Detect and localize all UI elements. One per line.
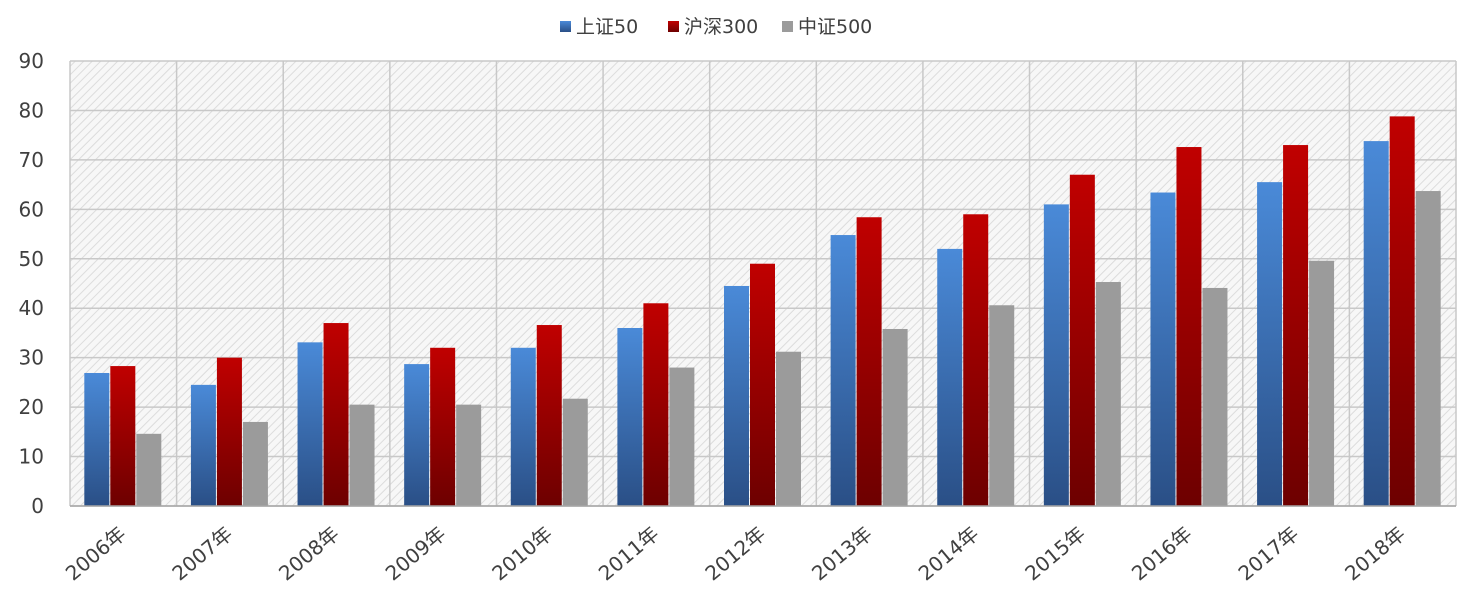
x-tick-label: 2006年 (61, 521, 131, 585)
bar-上证50-2010年 (510, 347, 536, 506)
bar-中证500-2013年 (882, 328, 908, 506)
bar-中证500-2006年 (136, 433, 162, 506)
bar-沪深300-2010年 (536, 325, 562, 506)
x-tick-label: 2012年 (700, 521, 770, 585)
x-tick-label: 2009年 (381, 521, 451, 585)
bar-中证500-2009年 (456, 404, 482, 506)
x-tick-label: 2018年 (1340, 521, 1410, 585)
x-tick-label: 2016年 (1127, 521, 1197, 585)
y-tick-label: 40 (19, 296, 44, 320)
x-tick-label: 2013年 (807, 521, 877, 585)
bar-沪深300-2006年 (110, 366, 136, 506)
bar-上证50-2009年 (404, 364, 430, 506)
bar-上证50-2006年 (84, 372, 110, 506)
bar-沪深300-2016年 (1176, 147, 1202, 507)
x-tick-label: 2011年 (594, 521, 664, 585)
y-tick-label: 60 (19, 197, 44, 221)
x-tick-label: 2007年 (167, 521, 237, 585)
bar-上证50-2007年 (190, 384, 216, 506)
legend-swatch (782, 21, 793, 32)
bar-上证50-2011年 (617, 328, 643, 506)
bars (84, 116, 1441, 507)
x-tick-label: 2008年 (274, 521, 344, 585)
bar-中证500-2007年 (242, 421, 268, 506)
bar-上证50-2016年 (1150, 192, 1176, 506)
x-tick-label: 2010年 (487, 521, 557, 585)
legend-label: 沪深300 (684, 16, 758, 38)
bar-中证500-2018年 (1415, 191, 1441, 507)
bar-中证500-2014年 (989, 305, 1015, 506)
bar-沪深300-2014年 (963, 214, 989, 506)
bar-沪深300-2012年 (750, 263, 775, 506)
y-tick-label: 80 (19, 98, 44, 122)
y-tick-label: 90 (19, 49, 44, 73)
y-tick-label: 20 (19, 395, 44, 419)
x-tick-label: 2017年 (1234, 521, 1304, 585)
bar-上证50-2013年 (830, 235, 856, 507)
bar-沪深300-2017年 (1283, 145, 1309, 507)
x-tick-label: 2014年 (914, 521, 984, 585)
x-tick-label: 2015年 (1020, 521, 1090, 585)
bar-沪深300-2007年 (216, 357, 242, 506)
bar-中证500-2011年 (669, 367, 695, 506)
bar-沪深300-2011年 (643, 303, 669, 506)
y-tick-label: 10 (19, 445, 44, 469)
bar-沪深300-2015年 (1069, 174, 1095, 506)
bar-中证500-2016年 (1202, 287, 1228, 506)
bar-沪深300-2008年 (323, 323, 349, 506)
bar-中证500-2017年 (1309, 260, 1335, 506)
legend-label: 中证500 (798, 16, 872, 38)
bar-沪深300-2009年 (430, 347, 456, 506)
bar-中证500-2015年 (1095, 282, 1121, 506)
bar-上证50-2017年 (1257, 182, 1283, 506)
bar-上证50-2018年 (1363, 141, 1389, 506)
bar-沪深300-2013年 (856, 217, 882, 506)
bar-上证50-2014年 (937, 248, 963, 506)
legend-swatch (668, 21, 679, 32)
y-tick-label: 30 (19, 346, 44, 370)
y-tick-label: 70 (19, 148, 44, 172)
bar-上证50-2008年 (297, 342, 323, 506)
bar-中证500-2010年 (562, 398, 588, 506)
legend: 上证50 沪深300 中证500 (560, 16, 872, 38)
y-tick-label: 0 (31, 494, 44, 518)
y-tick-label: 50 (19, 247, 44, 271)
bar-沪深300-2018年 (1389, 116, 1415, 506)
bar-中证500-2012年 (776, 351, 801, 506)
legend-label: 上证50 (576, 16, 638, 38)
bar-中证500-2008年 (349, 404, 375, 506)
bar-上证50-2012年 (724, 285, 749, 506)
legend-swatch (560, 21, 571, 32)
bar-上证50-2015年 (1043, 204, 1069, 506)
